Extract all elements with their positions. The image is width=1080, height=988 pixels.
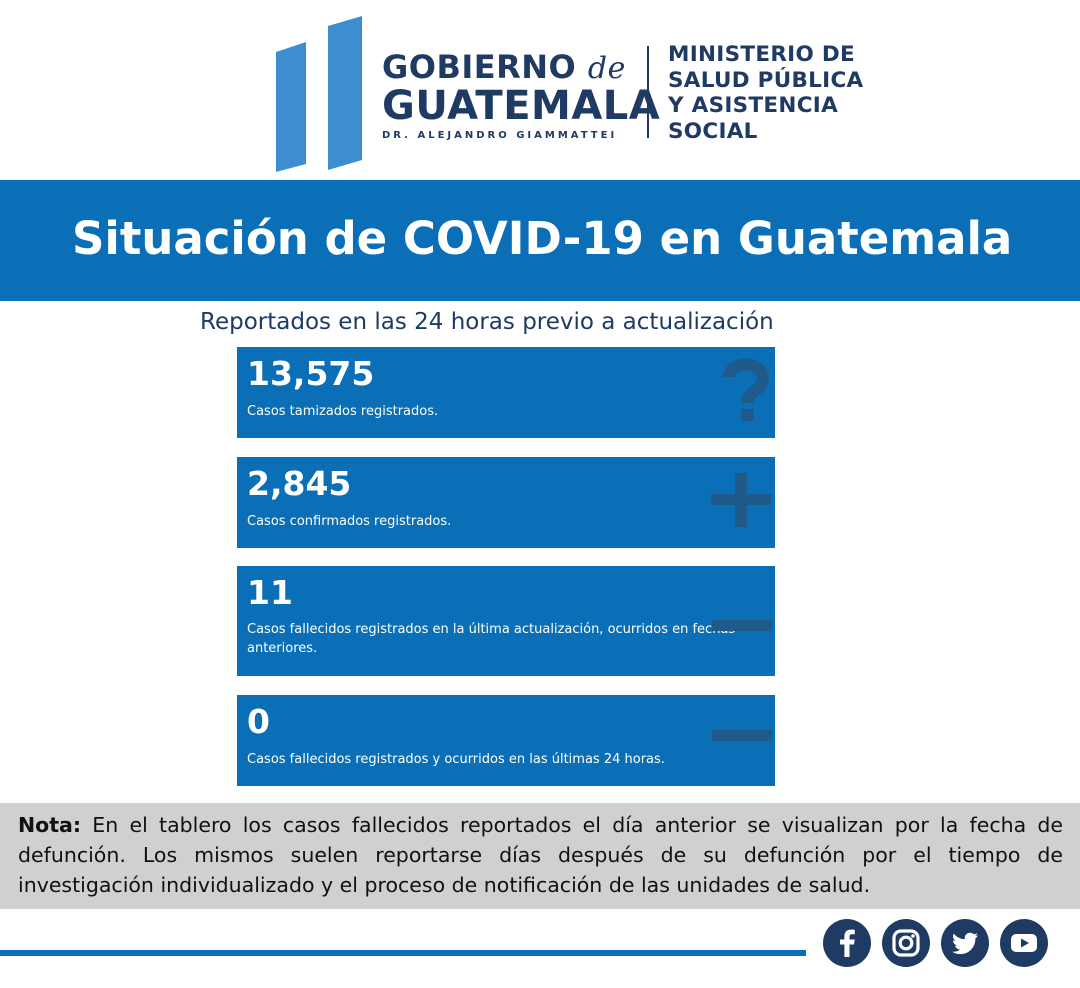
stat-card-fallecidos-24h: 0 Casos fallecidos registrados y ocurrid… — [237, 695, 775, 786]
card-label: Casos confirmados registrados. — [247, 514, 452, 529]
gobierno-line3: DR. ALEJANDRO GIAMMATTEI — [382, 130, 618, 141]
card-label: Casos fallecidos registrados y ocurridos… — [247, 752, 665, 767]
gobierno-wordmark: GOBIERNO de GUATEMALA DR. ALEJANDRO GIAM… — [382, 50, 660, 141]
ministerio-line: MINISTERIO DE — [668, 42, 855, 67]
card-value: 0 — [247, 702, 270, 741]
footer-line — [0, 950, 806, 956]
card-value: 11 — [247, 573, 293, 612]
twitter-icon[interactable] — [941, 919, 989, 967]
stat-card-fallecidos-anteriores: 11 Casos fallecidos registrados en la úl… — [237, 566, 775, 676]
gobierno-line2: GUATEMALA — [382, 83, 661, 129]
header-divider — [647, 46, 649, 138]
title-band: Situación de COVID-19 en Guatemala — [0, 180, 1080, 301]
minus-icon — [712, 730, 772, 741]
card-value: 13,575 — [247, 354, 375, 393]
note-prefix: Nota: — [18, 813, 82, 837]
plus-icon — [711, 473, 771, 527]
youtube-icon[interactable] — [1000, 919, 1048, 967]
card-label: Casos tamizados registrados. — [247, 404, 439, 419]
question-icon — [723, 358, 770, 421]
subtitle: Reportados en las 24 horas previo a actu… — [200, 309, 774, 335]
card-label: Casos fallecidos registrados en la últim… — [247, 622, 736, 656]
ministerio-name: MINISTERIO DE SALUD PÚBLICA Y ASISTENCIA… — [668, 42, 863, 144]
note-text: Nota: En el tablero los casos fallecidos… — [18, 810, 1063, 900]
ministerio-line: SALUD PÚBLICA — [668, 67, 864, 93]
facebook-icon[interactable] — [823, 919, 871, 967]
note-box: Nota: En el tablero los casos fallecidos… — [0, 803, 1080, 909]
card-value: 2,845 — [247, 464, 352, 503]
gobierno-logo-icon — [276, 16, 362, 172]
stat-card-confirmados: 2,845 Casos confirmados registrados. — [237, 457, 775, 548]
page-title: Situación de COVID-19 en Guatemala — [72, 212, 1013, 265]
minus-icon — [712, 620, 772, 631]
gobierno-line1: GOBIERNO — [382, 48, 577, 86]
header: GOBIERNO de GUATEMALA DR. ALEJANDRO GIAM… — [0, 0, 1080, 180]
stat-card-tamizados: 13,575 Casos tamizados registrados. — [237, 347, 775, 438]
ministerio-line: Y ASISTENCIA — [668, 93, 839, 118]
ministerio-line: SOCIAL — [668, 118, 758, 144]
instagram-icon[interactable] — [882, 919, 930, 967]
gobierno-de: de — [587, 51, 626, 86]
note-body: En el tablero los casos fallecidos repor… — [18, 813, 1063, 897]
